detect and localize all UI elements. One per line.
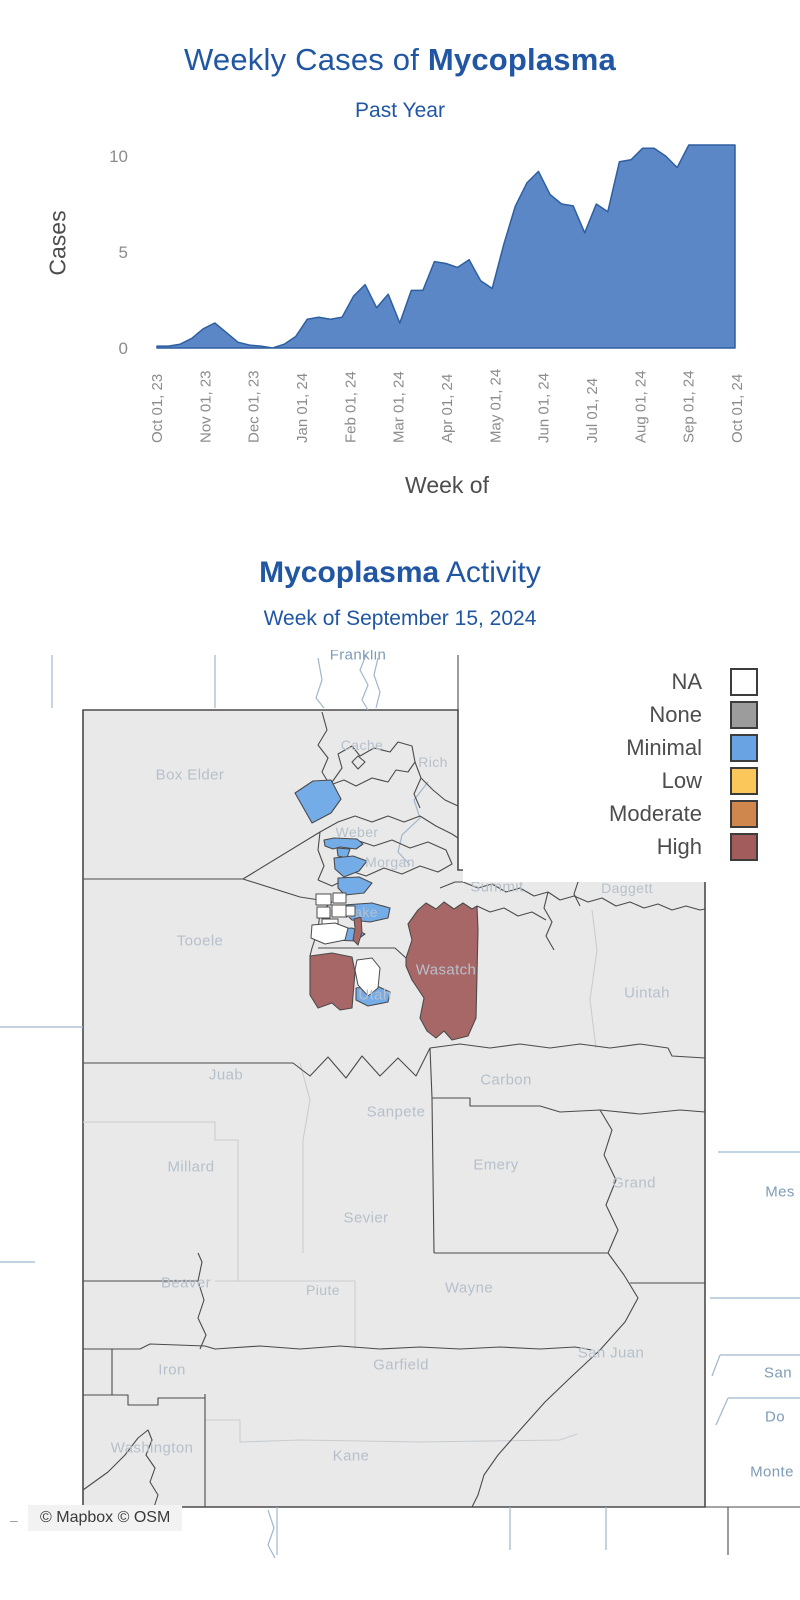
utah-lake-shape — [354, 957, 381, 997]
county-label-wayne: Wayne — [444, 1279, 494, 1297]
chart-title: Weekly Cases of Mycoplasma — [0, 42, 800, 78]
county-label-daggett: Daggett — [601, 880, 653, 896]
county-label-kane: Kane — [332, 1447, 370, 1465]
county-label-morgan: Morgan — [365, 854, 415, 870]
legend-swatch — [730, 766, 758, 795]
legend-item[interactable]: NA — [463, 665, 800, 698]
x-tick-label: Nov 01, 23 — [197, 370, 214, 443]
y-axis-title: Cases — [44, 210, 71, 276]
county-lines-light — [83, 909, 598, 1443]
legend-swatch — [730, 799, 758, 828]
choropleth-map[interactable]: Box Elder Cache Rich Weber Morgan Salt Lake Su… — [0, 650, 800, 1560]
neighbor-state-lines — [0, 654, 800, 1559]
county-label-carbon: Carbon — [480, 1071, 532, 1089]
x-tick-label: Dec 01, 23 — [246, 370, 263, 443]
x-tick-label: Aug 01, 24 — [632, 370, 649, 443]
x-axis-title: Week of — [405, 472, 489, 498]
county-label-grand: Grand — [612, 1174, 656, 1192]
legend-item[interactable]: High — [463, 830, 800, 863]
county-label-uintah: Uintah — [624, 984, 670, 1002]
x-tick-label: Jun 01, 24 — [536, 373, 553, 443]
y-tick-label: 0 — [119, 339, 128, 358]
district-wasatch-high — [405, 901, 479, 1041]
weekly-cases-area-chart[interactable]: 0 5 10 Oct 01, 23 Nov 01, 23 Dec 01, 23 Jan 01… — [0, 0, 800, 520]
district-west-utah-high — [309, 952, 356, 1011]
county-label-juab: Juab — [208, 1066, 244, 1084]
neighbor-county-label-monte: Monte — [750, 1463, 794, 1481]
county-label-wasatch: Wasatch — [415, 961, 477, 979]
legend-item-label: None — [649, 701, 702, 727]
county-label-washington: Washington — [110, 1439, 194, 1457]
county-label-iron: Iron — [158, 1361, 186, 1379]
county-label-garfield: Garfield — [373, 1356, 429, 1374]
county-label-summit: Summit — [470, 878, 524, 896]
county-label-tooele: Tooele — [176, 932, 224, 950]
x-tick-label: Oct 01, 23 — [149, 374, 166, 443]
x-tick-label: Apr 01, 24 — [439, 374, 456, 443]
legend-item-label: High — [656, 833, 702, 859]
neighbor-county-label-mes: Mes — [765, 1183, 795, 1201]
district-minimal — [323, 837, 364, 850]
map-attribution[interactable]: © Mapbox © OSM — [28, 1505, 183, 1531]
x-tick-label: May 01, 24 — [487, 369, 504, 443]
county-label-emery: Emery — [473, 1156, 519, 1174]
high-activity-shapes[interactable] — [309, 901, 479, 1041]
county-label-piute: Piute — [306, 1282, 340, 1298]
legend-item[interactable]: Minimal — [463, 731, 800, 764]
legend-swatch — [730, 733, 758, 762]
x-tick-label: Mar 01, 24 — [391, 371, 408, 443]
county-label-box-elder: Box Elder — [155, 766, 225, 784]
county-label-sanpete: Sanpete — [366, 1103, 426, 1121]
x-tick-label: Oct 01, 24 — [729, 374, 746, 443]
county-label-weber: Weber — [335, 824, 379, 840]
legend-item-label: Low — [661, 767, 702, 793]
x-tick-label: Feb 01, 24 — [342, 371, 359, 443]
chart-title-bold: Mycoplasma — [427, 42, 616, 77]
map-title-regular: Activity — [439, 556, 541, 589]
county-label-san-juan: San Juan — [577, 1344, 645, 1362]
map-label-layer: Box Elder Cache Rich Weber Morgan Salt Lake Su… — [0, 650, 800, 1560]
legend-item[interactable]: None — [463, 698, 800, 731]
x-tick-label: Jul 01, 24 — [584, 378, 601, 443]
legend-item[interactable]: Moderate — [463, 797, 800, 830]
legend-swatch — [730, 667, 758, 696]
district-minimal — [333, 855, 368, 878]
neighbor-county-label-san: San — [764, 1364, 792, 1382]
county-lines-dark — [82, 655, 800, 1555]
county-label-beaver: Beaver — [161, 1274, 211, 1292]
legend-swatch — [730, 832, 758, 861]
y-tick-label: 10 — [109, 147, 128, 166]
county-label-rich: Rich — [418, 754, 448, 770]
map-title-bold: Mycoplasma — [259, 556, 440, 589]
chart-title-regular: Weekly Cases of — [184, 42, 428, 77]
legend-swatch — [730, 700, 758, 729]
county-label-utah: Utah — [358, 986, 392, 1004]
map-subtitle: Week of September 15, 2024 — [263, 607, 537, 630]
map-legend: NA None Minimal Low Moderate High — [463, 656, 800, 882]
x-tick-label: Sep 01, 24 — [681, 370, 698, 443]
map-title: Mycoplasma Activity — [0, 556, 800, 590]
county-label-cache: Cache — [340, 737, 384, 753]
county-label-salt-lake: Salt Lake — [316, 904, 378, 920]
legend-item-label: Moderate — [609, 800, 702, 826]
y-tick-label: 5 — [119, 243, 128, 262]
x-tick-label: Jan 01, 24 — [294, 373, 311, 443]
area-series[interactable] — [156, 144, 736, 349]
county-label-sevier: Sevier — [343, 1209, 389, 1227]
district-minimal — [294, 779, 342, 824]
county-label-millard: Millard — [167, 1158, 215, 1176]
chart-subtitle: Past Year — [355, 99, 445, 122]
district-minimal — [337, 876, 373, 896]
neighbor-county-label-franklin: Franklin — [329, 650, 387, 664]
legend-item[interactable]: Low — [463, 764, 800, 797]
district-sliver-high[interactable] — [352, 916, 363, 946]
neighbor-county-label-do: Do — [765, 1408, 785, 1426]
legend-item-label: NA — [671, 668, 702, 694]
legend-item-label: Minimal — [626, 734, 702, 760]
attribution-dash: – — [10, 1512, 18, 1528]
